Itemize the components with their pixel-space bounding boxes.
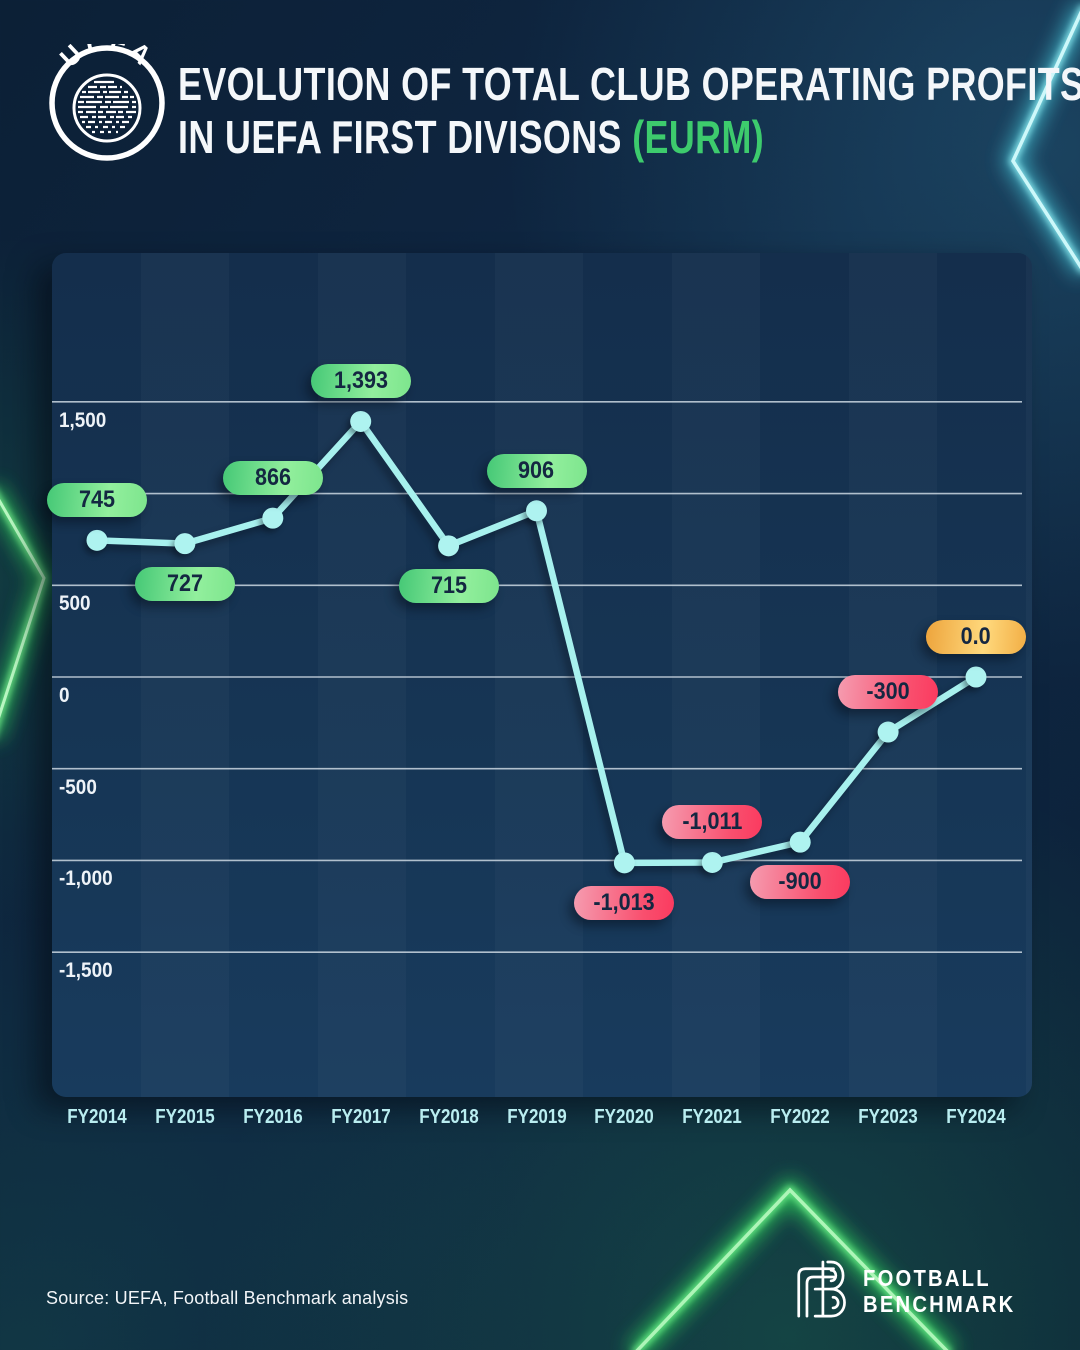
line-chart	[52, 401, 1022, 953]
data-point-FY2020	[613, 852, 635, 874]
y-axis-label: -500	[59, 775, 97, 799]
x-axis-labels: FY2014 FY2015 FY2016 FY2017 FY2018 FY2019 FY20…	[52, 1106, 1032, 1136]
neon-green-chevron	[0, 485, 53, 740]
title-accent-eurm: (EURM)	[632, 111, 765, 163]
x-axis-label-FY2022: FY2022	[770, 1106, 830, 1128]
source-note: Source: UEFA, Football Benchmark analysi…	[46, 1288, 409, 1308]
data-point-FY2016	[262, 507, 284, 529]
x-axis-label-FY2018: FY2018	[418, 1106, 479, 1128]
value-badge-label: -1,011	[682, 808, 743, 836]
page-title: EVOLUTION OF TOTAL CLUB OPERATING PROFIT…	[178, 58, 1080, 164]
value-badge-label: 745	[78, 486, 116, 514]
data-point-FY2015	[174, 533, 196, 555]
fb-logo-text: FOOTBALL BENCHMARK	[863, 1265, 1015, 1317]
value-badge-FY2019: 906	[486, 453, 587, 488]
fb-monogram-icon	[797, 1260, 846, 1318]
europe-map	[78, 80, 136, 134]
fb-logo-line1: FOOTBALL	[862, 1265, 991, 1291]
y-axis-label: 500	[59, 592, 91, 616]
x-axis-label-FY2017: FY2017	[330, 1106, 391, 1128]
football-benchmark-logo: FOOTBALL BENCHMARK	[791, 1260, 1036, 1322]
x-axis-label-FY2024: FY2024	[946, 1106, 1006, 1128]
title-line-1: EVOLUTION OF TOTAL CLUB OPERATING PROFIT…	[178, 58, 1080, 110]
x-axis-label-FY2021: FY2021	[682, 1106, 743, 1128]
x-axis-label-FY2023: FY2023	[858, 1106, 918, 1128]
value-badge-FY2015: 727	[134, 566, 235, 601]
value-badge-FY2020: -1,013	[574, 885, 675, 920]
x-axis-label-FY2019: FY2019	[506, 1106, 567, 1128]
neon-green-triangle	[627, 1177, 957, 1350]
value-badge-FY2016: 866	[222, 461, 323, 496]
data-point-FY2021	[701, 851, 723, 873]
value-badge-label: 1,393	[333, 367, 388, 395]
data-point-FY2024	[965, 666, 987, 688]
title-line-2: IN UEFA FIRST DIVISONS (EURM)	[178, 111, 765, 163]
chart-panel: 1,500 500 0 -500 -1,000 -1,500 745 727 866 1,393…	[47, 253, 1032, 1097]
value-badge-label: -900	[778, 868, 822, 896]
neon-cyan-chevron	[1003, 2, 1080, 277]
x-axis-label-FY2020: FY2020	[594, 1106, 655, 1128]
value-badge-label: 715	[430, 571, 467, 599]
value-badge-label: 0.0	[960, 623, 992, 650]
value-badge-FY2024: 0.0	[926, 620, 1026, 654]
value-badge-label: 866	[254, 464, 291, 492]
value-badge-FY2018: 715	[398, 568, 499, 603]
y-axis-label: -1,000	[59, 867, 113, 891]
x-axis-label-FY2014: FY2014	[67, 1106, 127, 1128]
value-badge-label: 906	[518, 456, 555, 484]
y-axis-label: 1,500	[59, 408, 107, 432]
data-point-FY2018	[438, 535, 460, 557]
y-axis-label: -1,500	[59, 959, 113, 983]
data-point-FY2014	[86, 529, 108, 551]
value-badge-FY2014: 745	[47, 483, 147, 518]
value-badge-FY2023: -300	[838, 675, 939, 710]
header: UEFA EVOLUTION OF TOTAL CLUB OPERATING P…	[48, 44, 1080, 164]
fb-logo-line2: BENCHMARK	[862, 1291, 1016, 1317]
svg-text:UEFA: UEFA	[54, 44, 160, 73]
data-point-FY2019	[526, 500, 547, 522]
value-badge-FY2022: -900	[750, 865, 851, 900]
value-badge-FY2017: 1,393	[310, 364, 411, 399]
data-point-FY2023	[877, 721, 899, 743]
uefa-logo-text: UEFA	[54, 44, 156, 73]
data-point-FY2017	[350, 410, 372, 432]
value-badge-label: 727	[166, 569, 203, 597]
x-axis-label-FY2015: FY2015	[155, 1106, 215, 1128]
value-badge-label: -1,013	[593, 888, 656, 916]
uefa-logo: UEFA	[49, 44, 165, 161]
x-axis-label-FY2016: FY2016	[243, 1106, 303, 1128]
y-axis-label: 0	[59, 684, 70, 707]
data-point-FY2022	[789, 831, 811, 853]
value-badge-FY2021: -1,011	[662, 805, 763, 840]
value-badge-label: -300	[866, 678, 910, 706]
